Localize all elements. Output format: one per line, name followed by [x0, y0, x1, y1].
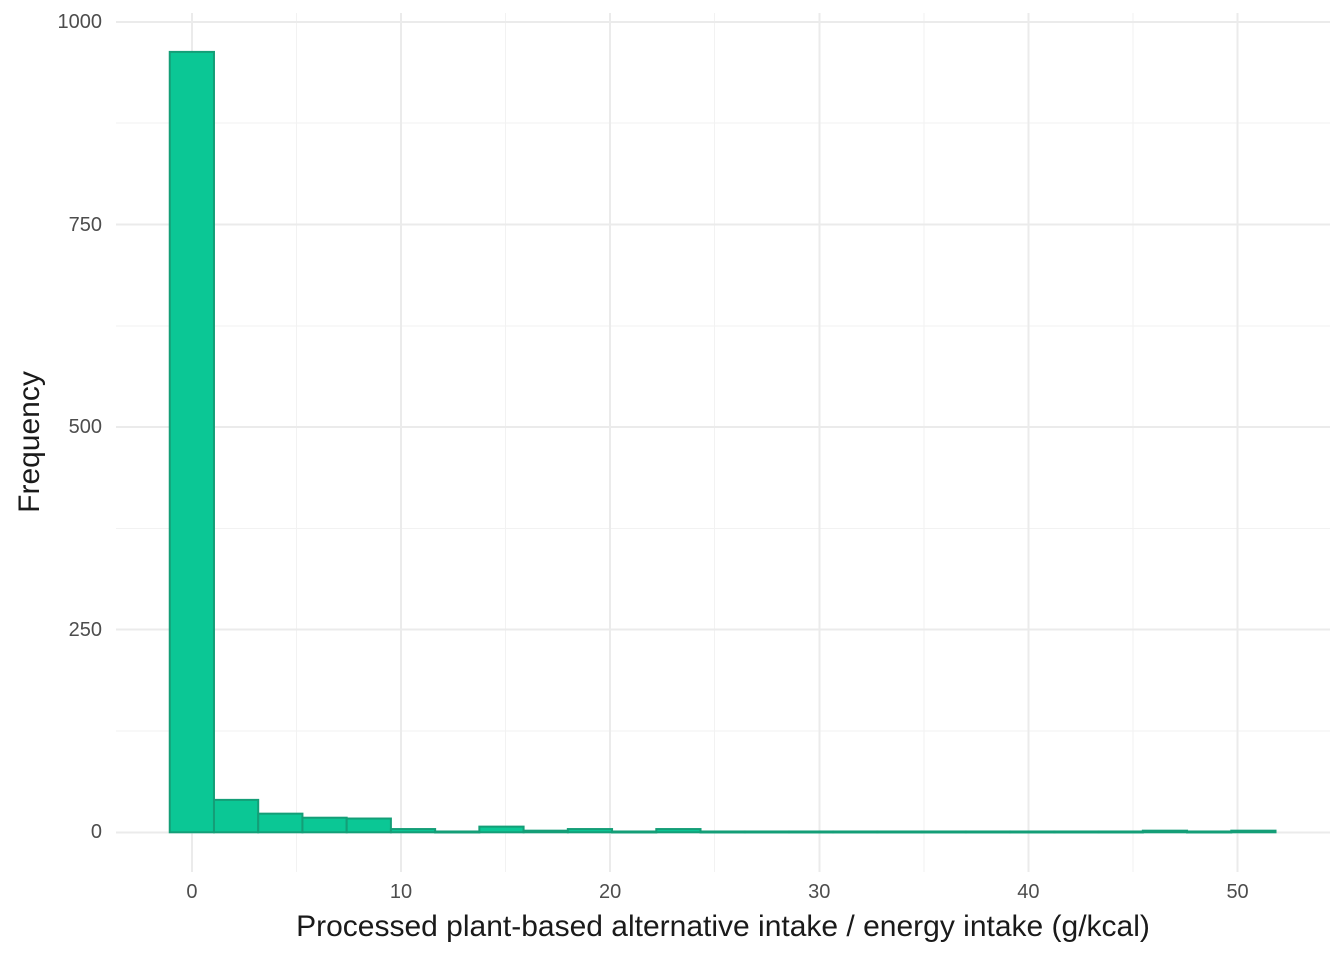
histogram-bar [920, 830, 967, 834]
histogram-bar [1053, 830, 1100, 834]
histogram-bar [876, 830, 923, 834]
x-tick-label: 10 [389, 881, 413, 903]
y-axis-title: Frequency [13, 371, 46, 513]
y-tick-label: 750 [68, 213, 102, 236]
x-tick-label: 20 [599, 881, 622, 903]
y-tick-label: 250 [68, 618, 102, 641]
histogram-bar [389, 828, 437, 834]
histogram-bar [168, 50, 215, 834]
histogram-bar [345, 817, 392, 834]
y-tick-label: 0 [90, 821, 102, 844]
histogram-bar [257, 812, 304, 834]
x-tick-label: 50 [1226, 881, 1249, 903]
histogram-bar [787, 830, 835, 834]
histogram-bar [434, 830, 481, 834]
y-tick-label: 1000 [57, 10, 103, 33]
x-tick-label: 30 [808, 881, 831, 903]
y-tick-label: 500 [68, 416, 102, 439]
plot-panel [116, 13, 1330, 872]
histogram-bar [566, 828, 614, 834]
histogram-bar [743, 830, 790, 834]
histogram-bar [1097, 830, 1144, 834]
histogram-bar [655, 828, 702, 834]
histogram-bar [301, 816, 348, 834]
histogram-bar [832, 830, 879, 834]
x-tick-label: 40 [1017, 881, 1040, 903]
x-axis-title: Processed plant-based alternative intake… [296, 910, 1150, 943]
histogram-bar [1009, 830, 1056, 834]
histogram-bar [611, 830, 658, 834]
x-tick-label: 0 [186, 881, 198, 903]
histogram-bar [212, 798, 260, 834]
histogram-bar [1230, 829, 1277, 834]
histogram-bar [478, 825, 525, 834]
histogram-bar [522, 829, 569, 834]
histogram-bar [699, 830, 746, 834]
histogram-plot [116, 13, 1330, 872]
histogram-bar [964, 830, 1012, 834]
histogram-bar [1141, 829, 1189, 834]
histogram-bar [1186, 830, 1233, 834]
